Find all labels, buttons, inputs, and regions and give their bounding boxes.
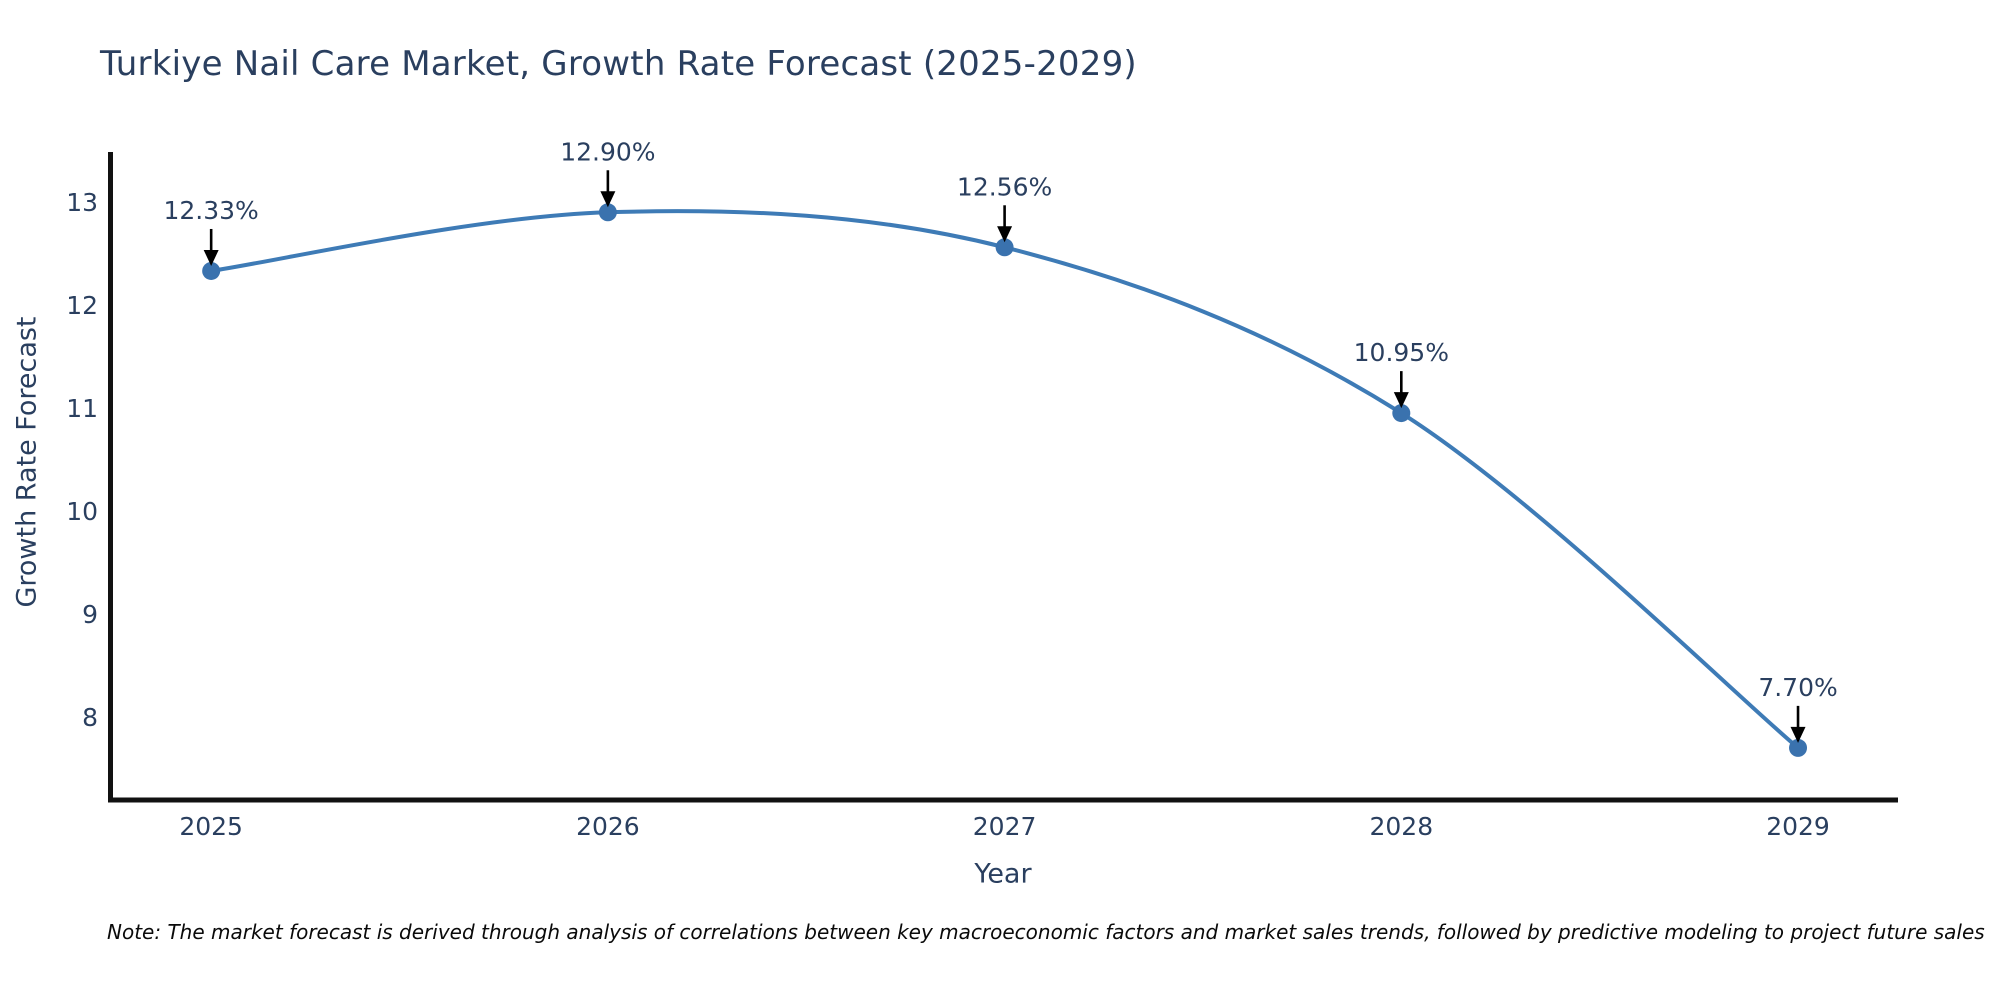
y-tick-label: 12: [66, 291, 98, 320]
annotation-arrow-head: [997, 226, 1013, 243]
x-tick-label: 2028: [1369, 812, 1433, 841]
data-point-marker[interactable]: [1789, 738, 1808, 757]
point-value-label: 12.33%: [163, 196, 258, 225]
x-tick-label: 2029: [1766, 812, 1830, 841]
data-point-marker[interactable]: [1392, 404, 1411, 423]
point-value-label: 12.90%: [560, 137, 655, 166]
chart-title: Turkiye Nail Care Market, Growth Rate Fo…: [100, 44, 1137, 84]
y-tick-label: 11: [66, 394, 98, 423]
point-value-label: 12.56%: [957, 172, 1052, 201]
annotation-arrow-head: [1393, 392, 1409, 409]
y-tick-label: 9: [82, 600, 98, 629]
y-tick-label: 10: [66, 497, 98, 526]
forecast-line[interactable]: [210, 209, 1800, 750]
y-tick-label: 8: [82, 703, 98, 732]
chart-footnote: Note: The market forecast is derived thr…: [107, 920, 1985, 944]
x-tick-label: 2027: [973, 812, 1037, 841]
x-tick-label: 2025: [179, 812, 243, 841]
data-point-marker[interactable]: [202, 261, 221, 280]
x-tick-label: 2026: [576, 812, 640, 841]
annotation-arrow-head: [600, 191, 616, 208]
data-point-marker[interactable]: [598, 203, 617, 222]
point-value-label: 10.95%: [1354, 338, 1449, 367]
annotation-arrow-head: [203, 249, 219, 266]
point-value-label: 7.70%: [1758, 673, 1837, 702]
data-point-marker[interactable]: [995, 238, 1014, 257]
x-axis-title: Year: [974, 858, 1032, 890]
annotation-arrow-head: [1790, 726, 1806, 743]
y-tick-label: 13: [66, 188, 98, 217]
